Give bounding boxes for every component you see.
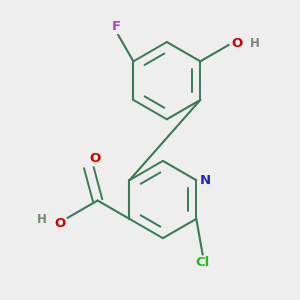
Text: Cl: Cl (196, 256, 210, 269)
Text: O: O (54, 217, 65, 230)
Text: F: F (111, 20, 121, 33)
Text: N: N (200, 174, 211, 187)
Text: H: H (250, 38, 260, 50)
Text: O: O (89, 152, 100, 166)
Text: O: O (231, 38, 242, 50)
Text: H: H (37, 213, 47, 226)
